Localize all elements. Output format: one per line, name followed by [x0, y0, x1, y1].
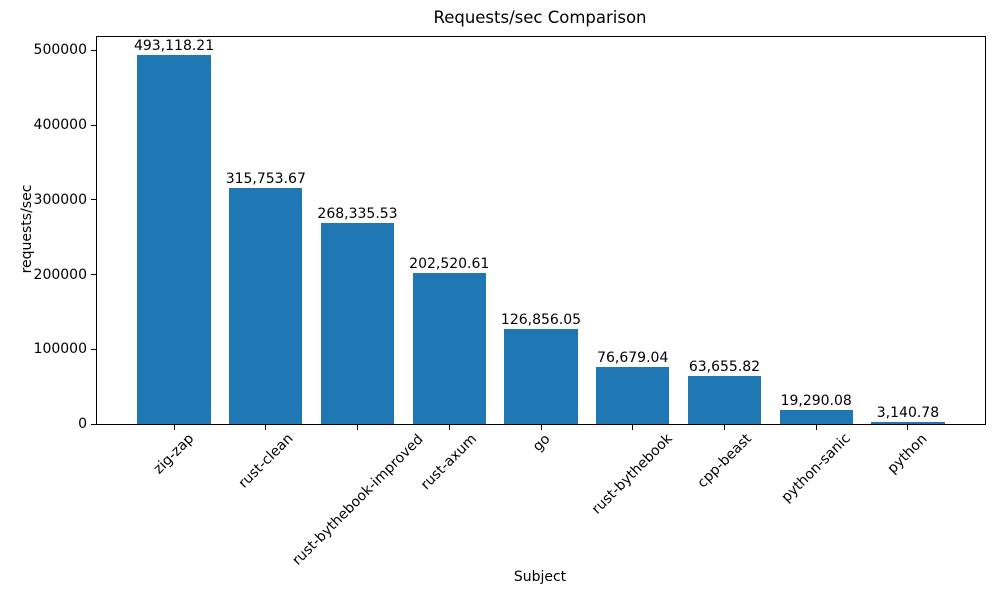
x-tick-label: zig-zap: [150, 431, 198, 478]
y-tick-mark: [91, 124, 96, 126]
x-tick-label: cpp-beast: [694, 430, 755, 492]
x-tick-mark: [540, 425, 542, 430]
bar-value-label: 76,679.04: [597, 349, 669, 366]
bar-value-label: 493,118.21: [133, 38, 215, 55]
x-tick-mark: [357, 425, 359, 430]
x-tick-mark: [265, 425, 267, 430]
bar: [229, 188, 303, 424]
y-tick-mark: [91, 274, 96, 275]
y-tick-mark: [91, 199, 96, 201]
bar-value-label: 3,140.78: [876, 404, 940, 421]
bar-value-label: 202,520.61: [409, 255, 490, 272]
chart-title: Requests/sec Comparison: [433, 8, 647, 27]
x-tick-mark: [723, 425, 725, 430]
plot-area: 0 100000 200000 300000 400000 500000 493,118.2…: [34, 36, 986, 568]
bar: [504, 329, 578, 424]
y-tick-label: 100000: [33, 341, 87, 358]
x-tick-label: go: [529, 430, 554, 455]
y-tick-label: 200000: [33, 266, 87, 283]
y-tick-mark: [91, 348, 96, 350]
y-axis-label: requests/sec: [19, 184, 35, 274]
bar: [779, 409, 853, 424]
bar-value-label: 19,290.08: [780, 392, 852, 409]
x-tick-mark: [815, 425, 817, 430]
x-tick-label: rust-bythebook-improved: [288, 430, 427, 569]
bar: [320, 223, 395, 424]
y-tick-label: 0: [78, 416, 87, 432]
bar-value-label: 315,753.67: [225, 170, 306, 187]
bar-value-label: 268,335.53: [317, 206, 398, 223]
y-tick-label: 500000: [33, 42, 87, 59]
x-tick-mark: [448, 425, 450, 430]
bar: [687, 376, 762, 424]
x-axis-label: Subject: [513, 569, 567, 585]
x-tick-label: rust-bythebook: [589, 431, 676, 518]
bar: [596, 366, 670, 424]
y-tick-mark: [91, 49, 96, 51]
x-tick-label: python-sanic: [778, 430, 854, 507]
x-tick-label: rust-axum: [418, 431, 481, 494]
x-tick-label: python: [884, 431, 931, 477]
bar-value-label: 63,655.82: [688, 359, 761, 376]
bar: [412, 272, 486, 424]
bar: [871, 421, 945, 424]
y-tick-mark: [91, 423, 96, 425]
y-tick-label: 400000: [33, 117, 87, 134]
x-tick-label: rust-clean: [235, 430, 297, 492]
bar-value-label: 126,856.05: [500, 312, 582, 329]
bar: [137, 55, 211, 424]
x-tick-mark: [632, 425, 634, 430]
x-tick-mark: [907, 425, 909, 430]
y-tick-label: 300000: [33, 191, 87, 208]
x-tick-mark: [173, 425, 175, 430]
